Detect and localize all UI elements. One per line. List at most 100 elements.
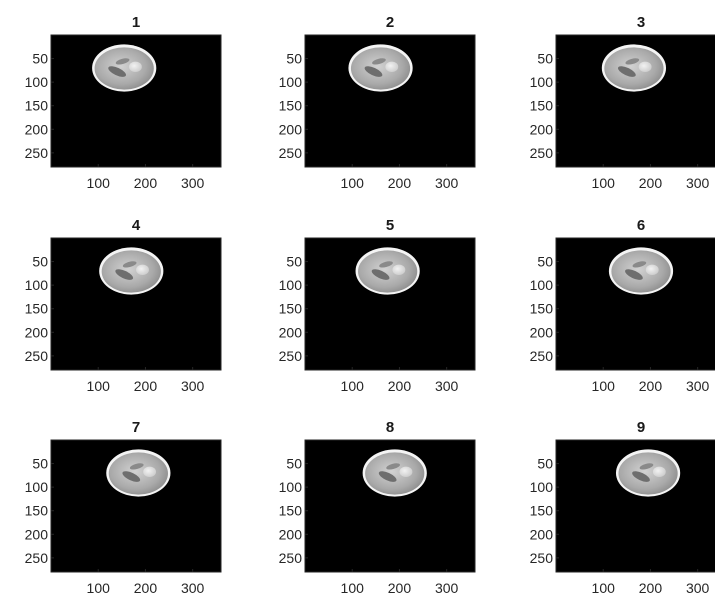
axes-frame — [304, 34, 476, 168]
axes-frame — [555, 34, 715, 168]
phantom-image — [92, 44, 157, 92]
phantom-dark-region — [129, 463, 144, 470]
phantom-dark-region — [108, 66, 127, 77]
phantom-bright-region — [136, 264, 149, 276]
phantom-dark-region — [625, 58, 640, 65]
phantom-dark-region — [378, 471, 397, 482]
y-tick-label: 200 — [279, 121, 303, 137]
y-tick-label: 50 — [537, 456, 553, 472]
x-tick-label: 300 — [435, 378, 459, 394]
y-tick-label: 100 — [279, 277, 303, 293]
phantom-image — [355, 247, 420, 295]
y-tick-label: 250 — [25, 550, 49, 566]
y-tick-label: 250 — [279, 145, 303, 161]
x-tick-label: 100 — [592, 580, 616, 596]
y-tick-label: 100 — [530, 479, 554, 495]
phantom-bright-region — [129, 61, 142, 73]
phantom-dark-region — [625, 269, 643, 280]
x-tick-label: 100 — [87, 580, 111, 596]
x-tick-label: 200 — [388, 378, 412, 394]
subplot-panel-3: 3 50 100 150 200 250 100 200 300 — [530, 14, 715, 191]
x-tick-label: 100 — [87, 175, 111, 191]
x-tick-label: 300 — [181, 378, 205, 394]
subplot-title: 7 — [132, 419, 140, 436]
y-tick-label: 250 — [530, 145, 554, 161]
y-tick-label: 250 — [25, 348, 49, 364]
subplot-title: 3 — [637, 14, 645, 31]
x-tick-label: 300 — [435, 580, 459, 596]
phantom-dark-region — [115, 58, 130, 65]
x-tick-label: 200 — [134, 175, 158, 191]
x-tick-label: 200 — [639, 580, 663, 596]
axes-frame — [555, 237, 715, 371]
y-tick-label: 250 — [279, 550, 303, 566]
phantom-body — [604, 47, 664, 90]
y-tick-label: 150 — [279, 503, 303, 519]
axes-frame — [304, 439, 476, 573]
subplot-title: 1 — [132, 14, 140, 31]
y-tick-label: 50 — [537, 51, 553, 67]
y-tick-label: 200 — [279, 526, 303, 542]
phantom-image — [99, 247, 164, 295]
phantom-image — [362, 449, 427, 497]
axes-frame — [50, 237, 222, 371]
y-tick-label: 50 — [32, 51, 48, 67]
phantom-body — [108, 452, 168, 495]
x-tick-label: 300 — [181, 580, 205, 596]
phantom-dark-region — [617, 66, 636, 77]
phantom-dark-region — [122, 261, 137, 268]
subplot-title: 8 — [386, 419, 394, 436]
axes-frame — [50, 439, 222, 573]
phantom-body — [101, 250, 161, 293]
x-tick-label: 100 — [592, 378, 616, 394]
y-tick-label: 150 — [530, 503, 554, 519]
y-tick-label: 250 — [530, 550, 554, 566]
y-tick-label: 100 — [530, 277, 554, 293]
y-tick-label: 150 — [530, 98, 554, 114]
x-tick-label: 300 — [686, 378, 710, 394]
y-tick-label: 100 — [25, 74, 49, 90]
y-tick-label: 250 — [25, 145, 49, 161]
phantom-bright-region — [652, 466, 666, 478]
phantom-image — [608, 247, 674, 295]
phantom-bright-region — [385, 61, 399, 73]
phantom-dark-region — [122, 471, 141, 482]
y-tick-label: 100 — [25, 277, 49, 293]
y-tick-label: 150 — [25, 98, 49, 114]
x-tick-label: 200 — [388, 580, 412, 596]
phantom-image — [615, 449, 681, 497]
phantom-dark-region — [632, 261, 647, 268]
y-tick-label: 200 — [279, 324, 303, 340]
phantom-bright-region — [143, 466, 157, 478]
phantom-dark-region — [371, 269, 390, 280]
axes-frame — [304, 237, 476, 371]
subplot-title: 2 — [386, 14, 394, 31]
y-tick-label: 150 — [279, 301, 303, 317]
y-tick-label: 150 — [25, 503, 49, 519]
y-tick-label: 200 — [25, 526, 49, 542]
x-tick-label: 200 — [639, 378, 663, 394]
y-tick-label: 50 — [537, 254, 553, 270]
phantom-dark-region — [632, 471, 650, 482]
y-tick-label: 250 — [530, 348, 554, 364]
subplot-panel-9: 9 50 100 150 200 250 100 200 300 — [530, 419, 715, 596]
phantom-body — [350, 47, 411, 90]
y-tick-label: 200 — [25, 324, 49, 340]
subplot-panel-5: 5 50 100 150 200 250 100 200 300 — [279, 217, 476, 394]
phantom-image — [348, 44, 413, 92]
y-tick-label: 50 — [286, 456, 302, 472]
y-tick-label: 100 — [279, 74, 303, 90]
y-tick-label: 200 — [530, 324, 554, 340]
phantom-dark-region — [364, 66, 383, 77]
subplot-panel-7: 7 50 100 150 200 250 100 200 300 — [25, 419, 222, 596]
phantom-bright-region — [392, 264, 406, 276]
x-tick-label: 100 — [592, 175, 616, 191]
x-tick-label: 100 — [341, 580, 365, 596]
subplot-title: 4 — [132, 217, 141, 234]
axes-frame — [555, 439, 715, 573]
subplot-title: 5 — [386, 217, 394, 234]
phantom-bright-region — [638, 61, 652, 73]
